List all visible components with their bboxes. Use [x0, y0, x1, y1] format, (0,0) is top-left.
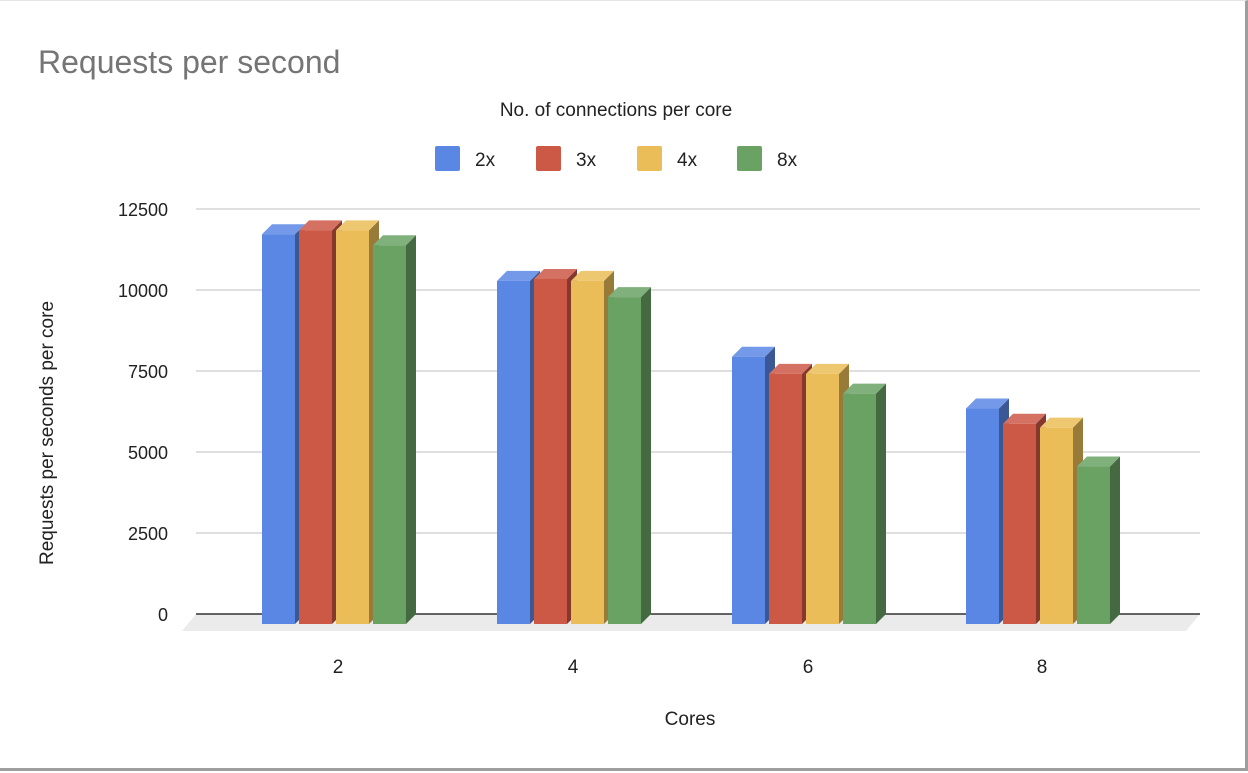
bar-8x-cores-8[interactable] [1077, 456, 1120, 624]
bar-front [534, 278, 567, 624]
legend-swatch [737, 146, 762, 171]
x-tick-label: 2 [333, 657, 344, 678]
bar-front [806, 373, 839, 624]
bar-front [732, 356, 765, 624]
legend-label: 3x [576, 150, 597, 171]
x-tick-label: 6 [803, 657, 814, 678]
chart-floor [182, 614, 1200, 631]
y-tick-label: 12500 [118, 200, 168, 220]
bar-2x-cores-8[interactable] [966, 398, 1009, 624]
legend-swatch [637, 146, 662, 171]
bar-top [1077, 456, 1120, 467]
bar-group-4 [497, 268, 651, 624]
legend-item-2x[interactable]: 2x [435, 146, 496, 171]
bar-8x-cores-2[interactable] [373, 235, 416, 624]
bar-top [966, 398, 1009, 409]
bar-side [641, 287, 651, 624]
bar-top [497, 270, 540, 281]
bar-front [262, 234, 295, 624]
bar-3x-cores-2[interactable] [299, 220, 342, 624]
bar-top [534, 268, 577, 279]
y-tick-label: 2500 [128, 524, 168, 544]
y-tick-label: 7500 [128, 362, 168, 382]
bar-side [1110, 456, 1120, 624]
bar-top [769, 363, 812, 374]
bar-4x-cores-2[interactable] [336, 220, 379, 624]
bar-top [373, 235, 416, 246]
bar-front [571, 280, 604, 624]
bar-top [1003, 413, 1046, 424]
bar-top [843, 383, 886, 394]
bar-8x-cores-6[interactable] [843, 383, 886, 624]
bar-3x-cores-4[interactable] [534, 268, 577, 624]
bar-group-2 [262, 220, 416, 624]
bar-front [336, 230, 369, 624]
x-tick-label: 4 [568, 657, 579, 678]
bar-2x-cores-2[interactable] [262, 224, 305, 624]
bar-front [769, 373, 802, 624]
y-tick-label: 0 [158, 605, 168, 625]
bar-side [406, 235, 416, 624]
legend-swatch [435, 146, 460, 171]
legend-item-8x[interactable]: 8x [737, 146, 798, 171]
bar-front [1040, 427, 1073, 624]
bar-front [608, 297, 641, 624]
bar-front [299, 230, 332, 624]
legend-item-3x[interactable]: 3x [536, 146, 597, 171]
bar-top [806, 363, 849, 374]
bar-front [1003, 423, 1036, 624]
bar-top [336, 220, 379, 231]
legend-item-4x[interactable]: 4x [637, 146, 698, 171]
y-axis-label: Requests per seconds per core [37, 301, 58, 565]
bar-3x-cores-8[interactable] [1003, 413, 1046, 624]
bar-front [966, 408, 999, 624]
chart-title: Requests per second [38, 44, 340, 80]
bar-front [1077, 466, 1110, 624]
bar-front [843, 393, 876, 624]
bar-side [876, 383, 886, 624]
bar-front [373, 245, 406, 624]
bar-top [732, 346, 775, 357]
legend-swatch [536, 146, 561, 171]
bar-3x-cores-6[interactable] [769, 363, 812, 624]
bar-top [262, 224, 305, 235]
bar-top [1040, 417, 1083, 428]
bar-front [497, 280, 530, 624]
bar-4x-cores-6[interactable] [806, 363, 849, 624]
x-axis-label: Cores [665, 709, 716, 730]
bar-2x-cores-4[interactable] [497, 270, 540, 624]
bar-group-8 [966, 398, 1120, 624]
bar-2x-cores-6[interactable] [732, 346, 775, 624]
bar-group-6 [732, 346, 886, 624]
legend: 2x 3x 4x 8x [435, 146, 798, 171]
legend-label: 8x [777, 150, 798, 171]
bar-4x-cores-4[interactable] [571, 270, 614, 624]
bar-4x-cores-8[interactable] [1040, 417, 1083, 624]
x-tick-label: 8 [1037, 657, 1048, 678]
bar-top [608, 287, 651, 298]
bar-8x-cores-4[interactable] [608, 287, 651, 624]
legend-label: 4x [677, 150, 698, 171]
bar-top [571, 270, 614, 281]
legend-label: 2x [475, 150, 496, 171]
y-tick-label: 5000 [128, 443, 168, 463]
legend-title: No. of connections per core [500, 100, 732, 121]
y-tick-label: 10000 [118, 281, 168, 301]
bar-top [299, 220, 342, 231]
